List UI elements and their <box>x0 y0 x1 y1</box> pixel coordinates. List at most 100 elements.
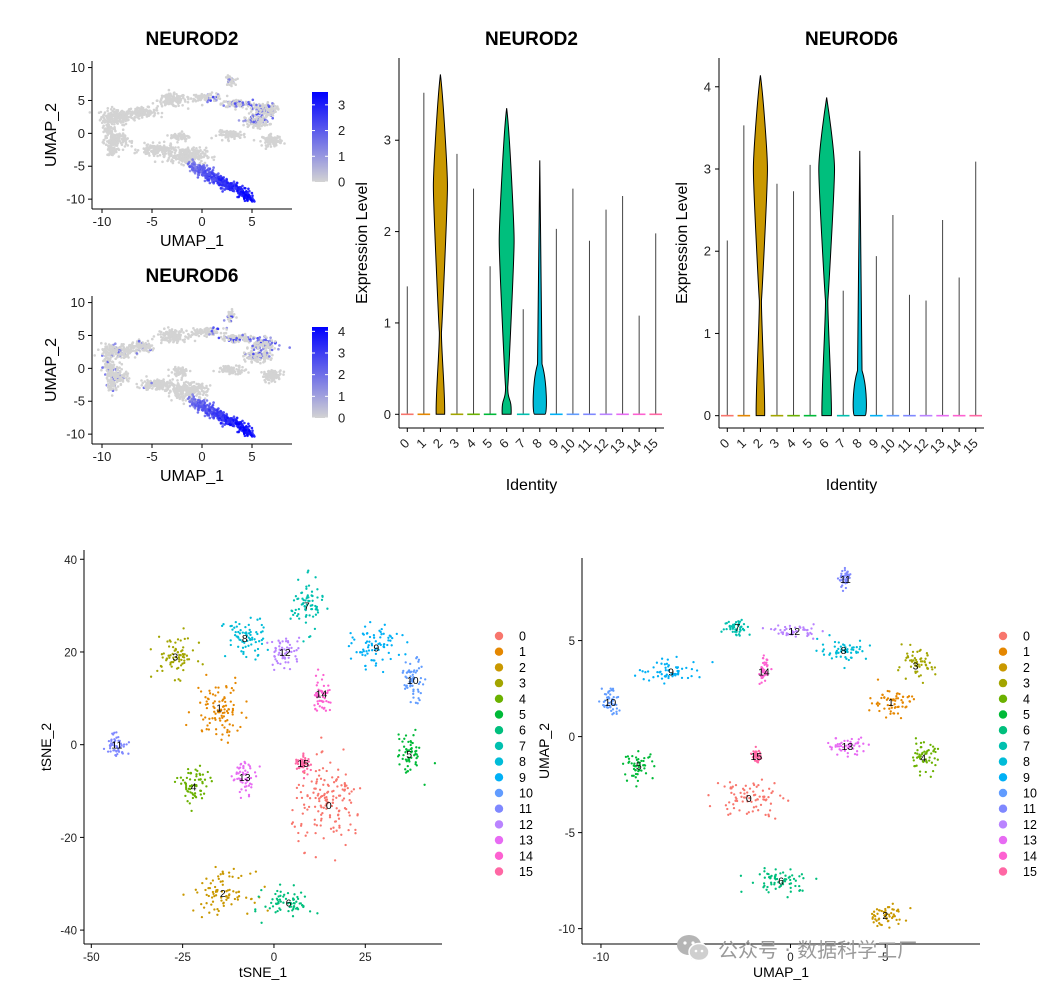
cell-point <box>211 407 214 411</box>
cell-point <box>221 716 224 719</box>
cell-point <box>196 173 200 176</box>
cell-point <box>234 372 237 376</box>
cell-point <box>267 381 271 385</box>
cell-point <box>352 788 356 791</box>
cell-point <box>295 796 299 800</box>
cell-point <box>119 383 123 387</box>
cell-point <box>317 774 321 777</box>
cell-point <box>127 377 131 380</box>
cell-point <box>179 97 183 101</box>
cell-point <box>257 338 261 342</box>
cell-point <box>244 428 247 432</box>
cell-point <box>153 382 156 385</box>
cell-point <box>321 767 325 770</box>
cell-point <box>194 166 197 169</box>
cell-point <box>251 114 255 117</box>
cell-point <box>145 375 148 378</box>
cell-point <box>226 181 229 184</box>
cell-point <box>232 369 236 373</box>
cell-point <box>230 310 233 314</box>
cell-point <box>117 148 121 151</box>
cell-point <box>187 337 190 340</box>
cell-point <box>204 331 207 334</box>
cell-point <box>167 326 170 329</box>
cell-point <box>235 316 238 319</box>
cell-point <box>178 100 182 103</box>
cell-point <box>275 371 278 374</box>
cell-point <box>136 385 139 389</box>
cell-point <box>106 107 110 110</box>
cell-point <box>200 159 203 163</box>
y-tick-label: 10 <box>71 60 85 75</box>
cell-point <box>159 101 162 104</box>
cell-point <box>188 369 192 373</box>
cell-point <box>174 393 177 397</box>
cell-point <box>174 158 178 161</box>
cell-point <box>260 144 264 147</box>
cell-point <box>124 370 128 374</box>
cell-point <box>276 135 279 138</box>
cell-point <box>181 156 184 159</box>
cell-point <box>161 160 164 164</box>
x-axis-label: UMAP_1 <box>160 468 224 485</box>
cell-point <box>123 375 126 379</box>
cell-point <box>203 401 207 405</box>
cell-point <box>126 374 129 378</box>
cell-point <box>123 145 127 148</box>
cell-point <box>224 76 228 79</box>
cell-point <box>203 179 207 183</box>
cell-point <box>216 97 220 100</box>
cell-point <box>188 151 191 154</box>
cell-point <box>205 335 208 339</box>
cell-point <box>268 355 271 358</box>
cell-point <box>208 333 211 336</box>
cell-point <box>153 160 157 163</box>
x-axis-label: Identity <box>826 477 878 494</box>
cell-point <box>304 834 307 837</box>
cell-point <box>155 387 159 390</box>
cell-point <box>265 351 269 355</box>
cell-point <box>276 107 280 110</box>
cell-point <box>243 421 246 425</box>
cell-point <box>167 391 171 395</box>
cell-point <box>192 397 196 401</box>
cell-point <box>258 104 262 108</box>
cell-point <box>171 378 174 381</box>
cell-point <box>192 93 196 97</box>
cell-point <box>331 801 335 805</box>
cell-point <box>290 822 294 825</box>
cell-point <box>169 97 172 101</box>
cell-point <box>224 419 228 422</box>
cell-point <box>137 347 141 351</box>
cell-point <box>212 176 215 180</box>
y-tick-label: 5 <box>78 328 85 343</box>
cell-point <box>108 125 111 129</box>
cell-point <box>263 378 267 382</box>
cell-point <box>176 391 179 394</box>
cell-point <box>257 341 260 345</box>
cell-point <box>307 805 311 809</box>
cell-point <box>230 368 233 372</box>
cell-point <box>337 775 340 779</box>
cell-point <box>231 333 235 337</box>
colorbar-tick-label: 3 <box>338 97 345 112</box>
cell-point <box>181 398 185 402</box>
cell-point <box>226 364 230 368</box>
cell-point <box>237 192 240 195</box>
cell-point <box>250 361 254 364</box>
cell-point <box>259 140 262 143</box>
cell-point <box>343 782 346 785</box>
cell-point <box>238 335 241 338</box>
cell-point <box>112 127 115 131</box>
cell-point <box>238 136 242 139</box>
cell-point <box>301 812 304 815</box>
cell-point <box>116 385 120 388</box>
cell-point <box>257 346 260 350</box>
cell-point <box>314 856 317 859</box>
cell-point <box>174 105 178 108</box>
cell-point <box>140 379 143 382</box>
x-tick-label: -10 <box>93 449 112 464</box>
cell-point <box>119 141 123 145</box>
cell-point <box>106 380 110 383</box>
